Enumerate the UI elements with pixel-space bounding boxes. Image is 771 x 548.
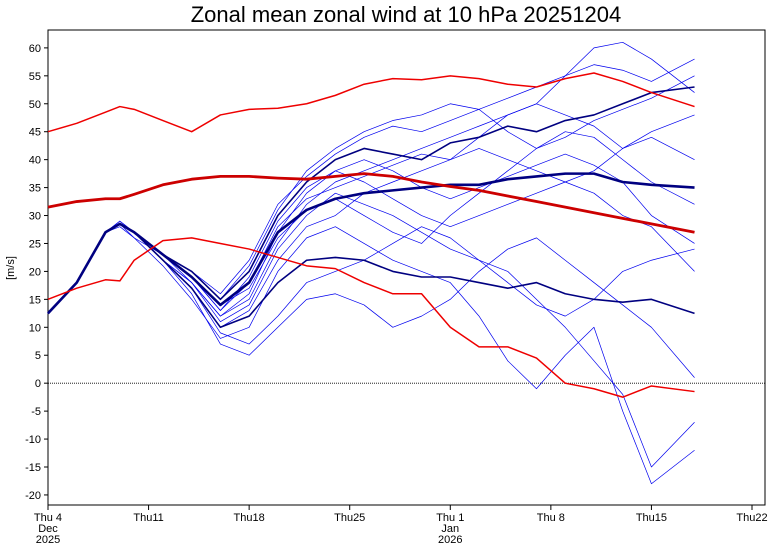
x-tick-label: Thu18 xyxy=(234,512,265,524)
x-tick-label: Thu 8 xyxy=(537,512,565,524)
x-tick-label: 2025 xyxy=(36,534,60,546)
series-line xyxy=(47,103,695,314)
series-line xyxy=(47,75,695,314)
y-tick-label: 5 xyxy=(35,350,41,362)
series-line xyxy=(47,223,695,378)
y-tick-label: 45 xyxy=(29,127,41,139)
x-tick-label: Thu25 xyxy=(334,512,365,524)
x-tick-label: Jan xyxy=(441,523,459,535)
x-tick-label: Thu22 xyxy=(736,512,767,524)
series-line xyxy=(47,58,695,314)
plot-frame xyxy=(47,29,766,506)
y-tick-label: 40 xyxy=(29,155,41,167)
y-tick-label: -5 xyxy=(31,406,41,418)
x-tick-label: Thu15 xyxy=(636,512,667,524)
x-tick-label: Thu 1 xyxy=(436,512,464,524)
y-tick-label: -10 xyxy=(25,434,41,446)
y-tick-label: 55 xyxy=(29,71,41,83)
y-tick-label: 25 xyxy=(29,238,41,250)
series-line xyxy=(47,226,695,485)
series-line xyxy=(47,172,695,234)
y-tick-label: 35 xyxy=(29,183,41,195)
series-line xyxy=(47,192,695,468)
series-line xyxy=(47,172,695,315)
y-tick-label: 20 xyxy=(29,266,41,278)
y-axis-label: [m/s] xyxy=(5,256,17,280)
y-tick-label: 0 xyxy=(35,378,41,390)
x-tick-label: Dec xyxy=(38,523,58,535)
y-tick-label: -15 xyxy=(25,462,41,474)
y-tick-label: 10 xyxy=(29,322,41,334)
x-tick-label: Thu11 xyxy=(133,512,163,524)
y-tick-label: 30 xyxy=(29,211,41,223)
y-tick-label: -20 xyxy=(25,490,41,502)
y-tick-label: 50 xyxy=(29,99,41,111)
chart-title: Zonal mean zonal wind at 10 hPa 20251204 xyxy=(191,2,622,27)
y-tick-label: 15 xyxy=(29,294,41,306)
series-line xyxy=(47,237,695,398)
y-tick-label: 60 xyxy=(29,43,41,55)
series-line xyxy=(47,153,695,317)
x-tick-label: Thu 4 xyxy=(34,512,62,524)
series-line xyxy=(47,72,695,133)
x-tick-label: 2026 xyxy=(438,534,462,546)
series-line xyxy=(47,86,695,314)
